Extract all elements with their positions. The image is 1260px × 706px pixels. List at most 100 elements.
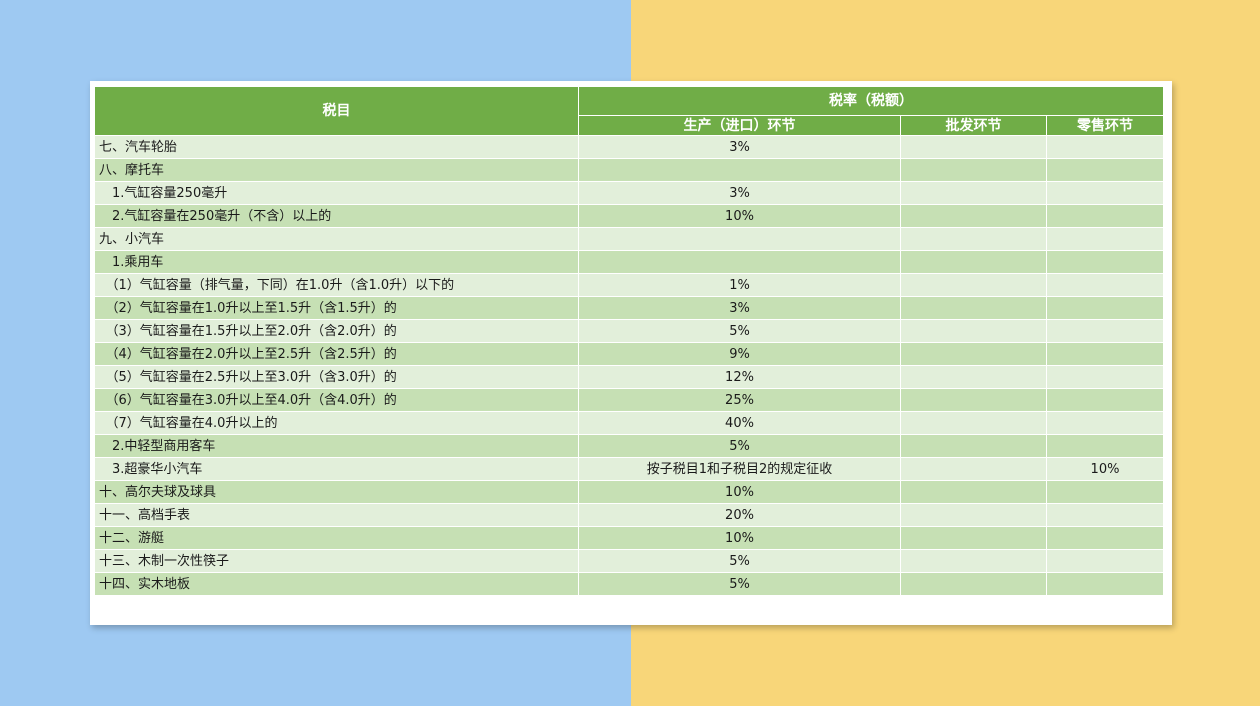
production-rate-cell: [578, 158, 901, 182]
table-row: （2）气缸容量在1.0升以上至1.5升（含1.5升）的 3%: [94, 296, 1165, 320]
production-rate-cell: 9%: [578, 342, 901, 366]
retail-rate-cell: [1045, 273, 1165, 297]
table-row: （6）气缸容量在3.0升以上至4.0升（含4.0升）的 25%: [94, 388, 1165, 412]
production-rate-cell: 5%: [578, 549, 901, 573]
wholesale-rate-cell: [900, 434, 1047, 458]
retail-rate-cell: [1045, 434, 1165, 458]
production-rate-cell: 按子税目1和子税目2的规定征收: [578, 457, 901, 481]
retail-rate-cell: [1045, 158, 1165, 182]
wholesale-rate-cell: [900, 158, 1047, 182]
table-row: 九、小汽车: [94, 227, 1165, 251]
table-row: 八、摩托车: [94, 158, 1165, 182]
retail-rate-cell: [1045, 388, 1165, 412]
item-cell: （2）气缸容量在1.0升以上至1.5升（含1.5升）的: [94, 296, 579, 320]
retail-rate-cell: [1045, 204, 1165, 228]
table-row: 十四、实木地板 5%: [94, 572, 1165, 596]
wholesale-rate-cell: [900, 273, 1047, 297]
item-cell: （6）气缸容量在3.0升以上至4.0升（含4.0升）的: [94, 388, 579, 412]
production-rate-cell: 3%: [578, 181, 901, 205]
table-row: 十、高尔夫球及球具 10%: [94, 480, 1165, 504]
table-row: （1）气缸容量（排气量，下同）在1.0升（含1.0升）以下的 1%: [94, 273, 1165, 297]
wholesale-rate-cell: [900, 250, 1047, 274]
item-cell: 七、汽车轮胎: [94, 135, 579, 159]
table-header: 税目 税率（税额） 生产（进口）环节 批发环节 零售环节: [94, 86, 1165, 136]
retail-rate-cell: [1045, 526, 1165, 550]
wholesale-rate-cell: [900, 296, 1047, 320]
retail-rate-cell: [1045, 365, 1165, 389]
wholesale-rate-cell: [900, 457, 1047, 481]
production-rate-cell: 5%: [578, 319, 901, 343]
header-item: 税目: [94, 86, 579, 136]
production-rate-cell: 1%: [578, 273, 901, 297]
table-row: 1.乘用车: [94, 250, 1165, 274]
retail-rate-cell: [1045, 296, 1165, 320]
production-rate-cell: 5%: [578, 434, 901, 458]
table-row: （7）气缸容量在4.0升以上的 40%: [94, 411, 1165, 435]
production-rate-cell: 10%: [578, 204, 901, 228]
item-cell: （3）气缸容量在1.5升以上至2.0升（含2.0升）的: [94, 319, 579, 343]
item-cell: （7）气缸容量在4.0升以上的: [94, 411, 579, 435]
production-rate-cell: 12%: [578, 365, 901, 389]
wholesale-rate-cell: [900, 388, 1047, 412]
wholesale-rate-cell: [900, 549, 1047, 573]
table-row: 十三、木制一次性筷子 5%: [94, 549, 1165, 573]
table-row: 十二、游艇 10%: [94, 526, 1165, 550]
retail-rate-cell: [1045, 480, 1165, 504]
header-wholesale: 批发环节: [900, 115, 1047, 136]
wholesale-rate-cell: [900, 135, 1047, 159]
retail-rate-cell: [1045, 549, 1165, 573]
table-row: 1.气缸容量250毫升 3%: [94, 181, 1165, 205]
retail-rate-cell: [1045, 181, 1165, 205]
table-row: 十一、高档手表 20%: [94, 503, 1165, 527]
table-row: （4）气缸容量在2.0升以上至2.5升（含2.5升）的 9%: [94, 342, 1165, 366]
header-production: 生产（进口）环节: [578, 115, 901, 136]
item-cell: 1.乘用车: [94, 250, 579, 274]
item-cell: （4）气缸容量在2.0升以上至2.5升（含2.5升）的: [94, 342, 579, 366]
retail-rate-cell: [1045, 227, 1165, 251]
wholesale-rate-cell: [900, 204, 1047, 228]
wholesale-rate-cell: [900, 503, 1047, 527]
item-cell: （5）气缸容量在2.5升以上至3.0升（含3.0升）的: [94, 365, 579, 389]
retail-rate-cell: [1045, 411, 1165, 435]
production-rate-cell: 10%: [578, 480, 901, 504]
item-cell: 十一、高档手表: [94, 503, 579, 527]
production-rate-cell: [578, 250, 901, 274]
header-retail: 零售环节: [1045, 115, 1165, 136]
item-cell: 2.中轻型商用客车: [94, 434, 579, 458]
item-cell: 十、高尔夫球及球具: [94, 480, 579, 504]
item-cell: 十四、实木地板: [94, 572, 579, 596]
wholesale-rate-cell: [900, 365, 1047, 389]
wholesale-rate-cell: [900, 319, 1047, 343]
retail-rate-cell: [1045, 250, 1165, 274]
retail-rate-cell: [1045, 135, 1165, 159]
table-row: 2.气缸容量在250毫升（不含）以上的 10%: [94, 204, 1165, 228]
item-cell: 3.超豪华小汽车: [94, 457, 579, 481]
table-row: 2.中轻型商用客车 5%: [94, 434, 1165, 458]
retail-rate-cell: [1045, 572, 1165, 596]
wholesale-rate-cell: [900, 480, 1047, 504]
retail-rate-cell: [1045, 503, 1165, 527]
production-rate-cell: 20%: [578, 503, 901, 527]
retail-rate-cell: [1045, 342, 1165, 366]
item-cell: 1.气缸容量250毫升: [94, 181, 579, 205]
retail-rate-cell: [1045, 319, 1165, 343]
table-row: （3）气缸容量在1.5升以上至2.0升（含2.0升）的 5%: [94, 319, 1165, 343]
item-cell: 2.气缸容量在250毫升（不含）以上的: [94, 204, 579, 228]
production-rate-cell: 3%: [578, 296, 901, 320]
wholesale-rate-cell: [900, 342, 1047, 366]
item-cell: （1）气缸容量（排气量，下同）在1.0升（含1.0升）以下的: [94, 273, 579, 297]
item-cell: 十三、木制一次性筷子: [94, 549, 579, 573]
item-cell: 九、小汽车: [94, 227, 579, 251]
retail-rate-cell: 10%: [1045, 457, 1165, 481]
table-row: （5）气缸容量在2.5升以上至3.0升（含3.0升）的 12%: [94, 365, 1165, 389]
production-rate-cell: [578, 227, 901, 251]
table-body: 七、汽车轮胎 3% 八、摩托车 1.气缸容量250毫升 3% 2.气缸容量在250毫…: [94, 135, 1165, 596]
production-rate-cell: 25%: [578, 388, 901, 412]
header-rate-group: 税率（税额）: [577, 86, 1165, 116]
production-rate-cell: 5%: [578, 572, 901, 596]
item-cell: 八、摩托车: [94, 158, 579, 182]
item-cell: 十二、游艇: [94, 526, 579, 550]
production-rate-cell: 3%: [578, 135, 901, 159]
wholesale-rate-cell: [900, 411, 1047, 435]
wholesale-rate-cell: [900, 227, 1047, 251]
